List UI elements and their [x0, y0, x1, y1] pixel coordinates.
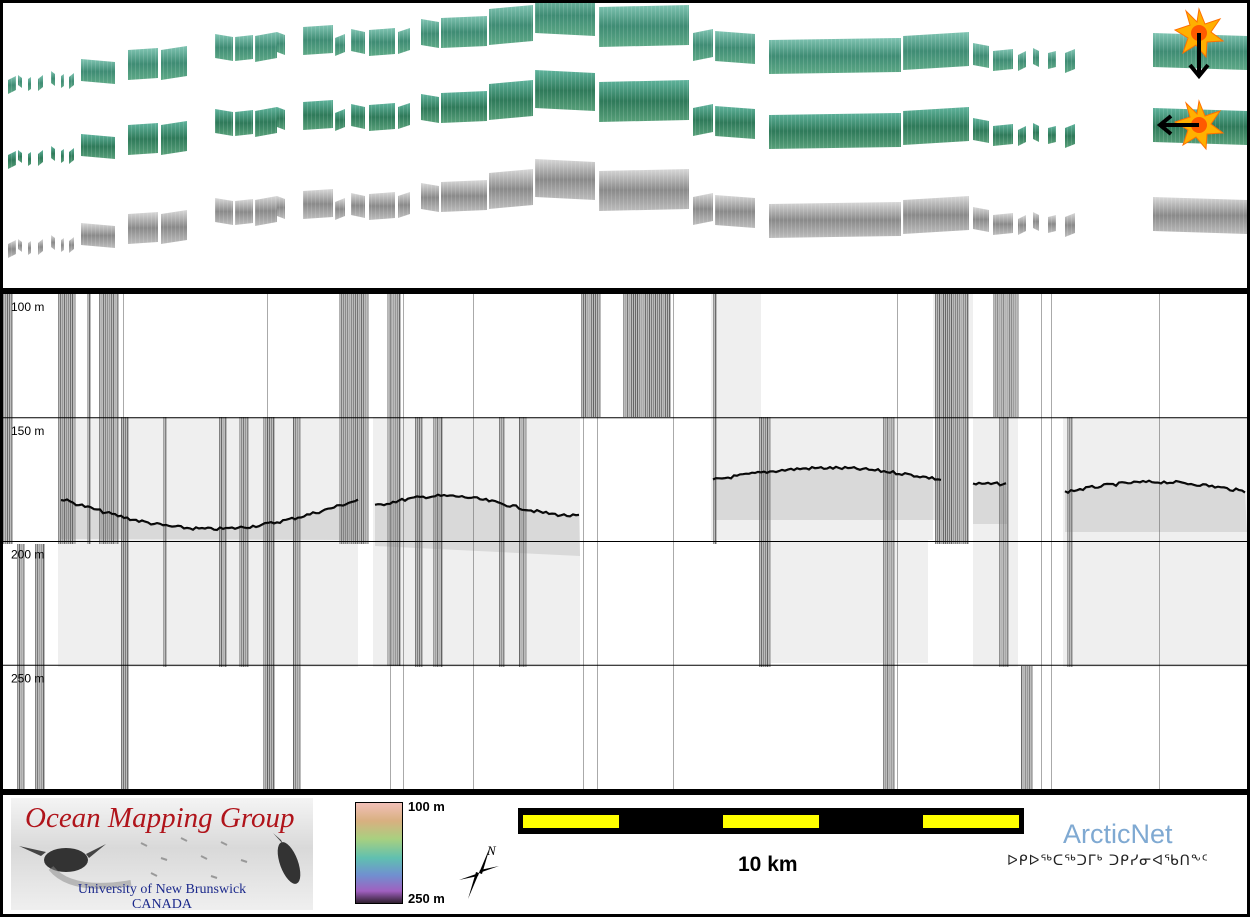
scale-bar: [518, 808, 1024, 834]
seafloor-trace: [374, 493, 580, 518]
echogram-panel: 100 m 150 m 200 m 250 m: [3, 294, 1247, 789]
depth-lane-label: 150 m: [11, 424, 44, 438]
echogram: 100 m 150 m 200 m 250 m: [3, 294, 1247, 789]
scale-bar-segment: [923, 815, 1019, 828]
depth-lane-label: 200 m: [11, 548, 44, 562]
swath-mosaic: [8, 3, 1247, 258]
seafloor-trace: [972, 481, 1007, 487]
depth-colorbar: [355, 802, 403, 904]
seafloor-trace: [60, 498, 359, 532]
sun-east-illumination-icon: [1156, 99, 1225, 151]
scale-bar-segment: [723, 815, 819, 828]
swath-strip-backscatter: [8, 159, 1247, 258]
scale-bar-segment: [523, 815, 619, 828]
swath-strip-sun-west: [8, 70, 1247, 169]
seafloor-trace: [712, 465, 942, 481]
colorbar-bottom-label: 250 m: [408, 891, 445, 906]
swath-mosaic-panel: [3, 3, 1247, 288]
legend-panel: Ocean Mapping Group University of New Br…: [3, 795, 1247, 914]
depth-lane-label: 250 m: [11, 671, 44, 685]
seafloor-trace: [1064, 479, 1246, 495]
sun-north-illumination-icon: [1173, 7, 1225, 80]
omg-university: University of New Brunswick: [77, 882, 247, 897]
arcticnet-syllabics: ᐅᑭᐅᖅᑕᖅᑐᒥᒃ ᑐᑭᓯᓂᐊᖃᑎᖕᑦ: [1007, 853, 1209, 869]
scale-bar-label: 10 km: [738, 853, 798, 876]
seafloor-illustration: [19, 833, 301, 889]
ocean-mapping-group-logo: Ocean Mapping Group University of New Br…: [11, 798, 313, 912]
swath-strip-sun-north: [8, 3, 1247, 94]
omg-title: Ocean Mapping Group: [25, 802, 295, 834]
arcticnet-logo: ArcticNet: [1063, 819, 1173, 849]
north-arrow-icon: N: [459, 843, 499, 899]
colorbar-top-label: 100 m: [408, 799, 445, 814]
omg-country: CANADA: [132, 897, 192, 912]
north-label: N: [486, 843, 497, 858]
depth-lane-label: 100 m: [11, 300, 44, 314]
